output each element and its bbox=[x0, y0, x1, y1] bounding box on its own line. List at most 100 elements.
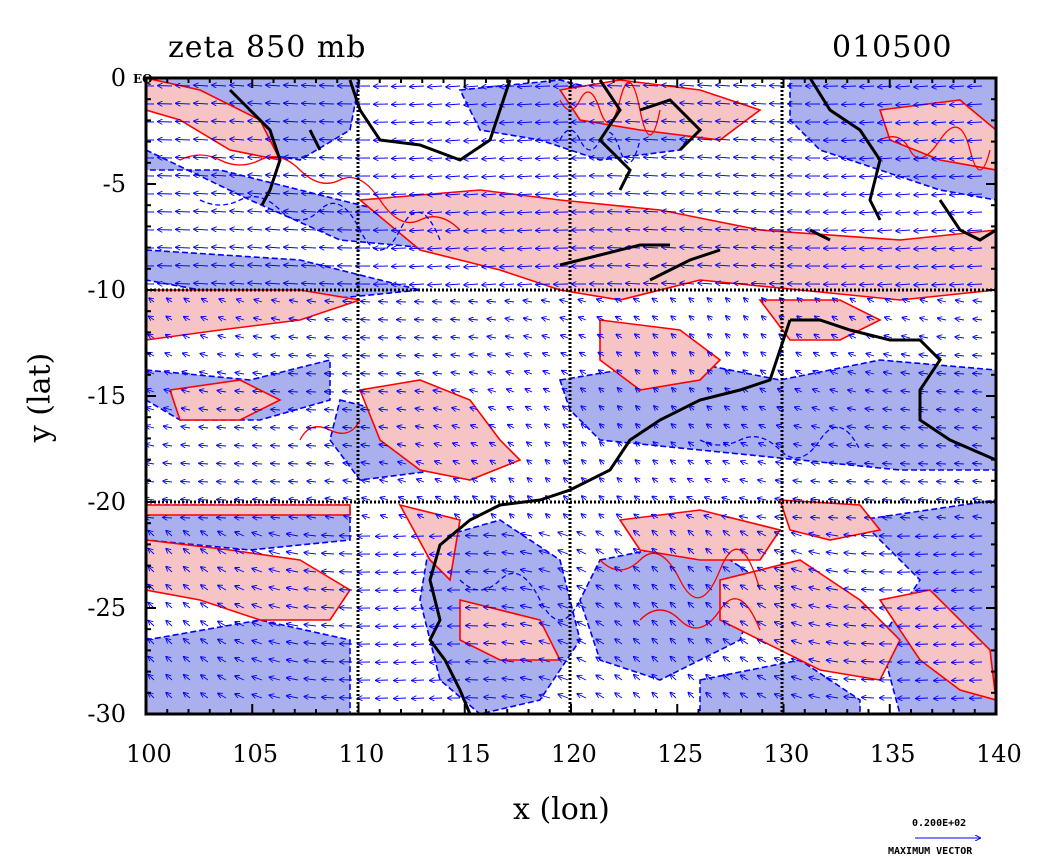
wind-vector bbox=[902, 318, 911, 320]
wind-vector bbox=[491, 478, 497, 482]
wind-vector bbox=[398, 462, 407, 464]
wind-vector bbox=[289, 319, 299, 320]
wind-vector bbox=[412, 590, 425, 591]
wind-vector bbox=[217, 463, 227, 464]
wind-vector bbox=[199, 463, 209, 464]
wind-vector bbox=[524, 318, 533, 320]
wind-vector bbox=[412, 626, 425, 627]
wind-vector bbox=[934, 680, 947, 681]
wind-vector bbox=[536, 176, 551, 177]
wind-vector bbox=[380, 444, 389, 446]
wind-vector bbox=[644, 193, 659, 194]
wind-vector bbox=[451, 337, 461, 338]
wind-vector bbox=[644, 85, 659, 86]
wind-vector bbox=[896, 86, 911, 87]
wind-vector bbox=[968, 158, 983, 159]
wind-vector bbox=[518, 284, 533, 285]
wind-vector bbox=[542, 318, 551, 320]
wind-vector bbox=[464, 86, 479, 87]
wind-vector bbox=[973, 337, 983, 338]
wind-vector bbox=[878, 104, 893, 105]
wind-vector bbox=[662, 265, 677, 266]
wind-vector bbox=[452, 372, 461, 374]
wind-vector bbox=[690, 352, 694, 356]
wind-vector bbox=[598, 335, 605, 338]
wind-vector bbox=[482, 104, 497, 105]
wind-vector bbox=[902, 354, 911, 356]
wind-vector bbox=[968, 176, 983, 177]
wind-vector bbox=[436, 497, 443, 500]
wind-vector bbox=[344, 480, 353, 482]
wind-vector bbox=[176, 229, 191, 230]
wind-vector bbox=[230, 85, 245, 86]
wind-vector bbox=[398, 426, 407, 428]
wind-vector bbox=[952, 590, 965, 591]
wind-vector bbox=[934, 554, 947, 555]
wind-vector bbox=[397, 409, 407, 410]
wind-vector bbox=[688, 479, 695, 482]
wind-vector bbox=[600, 478, 604, 482]
wind-vector bbox=[488, 336, 497, 338]
wind-vector bbox=[896, 230, 911, 231]
wind-vector bbox=[759, 425, 767, 428]
wind-vector bbox=[706, 442, 713, 446]
wind-vector bbox=[883, 463, 893, 464]
wind-vector bbox=[415, 337, 425, 338]
wind-vector bbox=[626, 157, 641, 158]
wind-vector bbox=[428, 104, 443, 105]
wind-vector bbox=[536, 194, 551, 195]
wind-vector bbox=[968, 104, 983, 105]
wind-vector bbox=[469, 337, 479, 338]
wind-vector bbox=[166, 335, 173, 338]
wind-vector bbox=[176, 211, 191, 212]
wind-vector bbox=[194, 139, 209, 140]
x-tick-label: 135 bbox=[869, 740, 916, 768]
wind-vector bbox=[740, 480, 749, 482]
wind-vector bbox=[672, 334, 676, 338]
wind-vector bbox=[518, 122, 533, 123]
wind-vector bbox=[829, 517, 839, 518]
wind-vector bbox=[518, 230, 533, 231]
wind-vector bbox=[362, 462, 371, 464]
wind-vector bbox=[716, 247, 731, 248]
wind-vector bbox=[182, 390, 191, 392]
wind-vector bbox=[471, 443, 479, 446]
wind-vector bbox=[164, 408, 173, 410]
wind-vector bbox=[325, 319, 335, 320]
wind-vector bbox=[618, 406, 622, 410]
wind-vector bbox=[325, 481, 335, 482]
wind-vector bbox=[654, 406, 658, 410]
wind-vector bbox=[528, 478, 532, 482]
wind-vector bbox=[253, 391, 263, 392]
wind-vector bbox=[644, 229, 659, 230]
wind-vector bbox=[901, 409, 911, 410]
wind-vector bbox=[865, 481, 875, 482]
wind-vector bbox=[254, 300, 263, 302]
wind-vector bbox=[482, 230, 497, 231]
wind-vector bbox=[218, 336, 227, 338]
wind-vector bbox=[381, 498, 389, 500]
wind-vector bbox=[248, 139, 263, 140]
wind-vector bbox=[560, 300, 569, 302]
wind-vector bbox=[361, 409, 371, 410]
wind-vector bbox=[518, 140, 533, 141]
wind-vector bbox=[848, 390, 857, 392]
wind-vector bbox=[833, 298, 839, 302]
wind-vector bbox=[950, 284, 965, 285]
wind-vector bbox=[842, 230, 857, 231]
wind-vector bbox=[950, 158, 965, 159]
wind-vector bbox=[761, 370, 767, 374]
wind-vector bbox=[248, 265, 263, 266]
wind-vector bbox=[230, 229, 245, 230]
wind-vector bbox=[644, 211, 659, 212]
wind-vector bbox=[968, 284, 983, 285]
wind-vector bbox=[563, 424, 568, 428]
wind-vector bbox=[392, 176, 407, 177]
wind-vector bbox=[662, 85, 677, 86]
wind-vector bbox=[883, 445, 893, 446]
wind-vector bbox=[937, 409, 947, 410]
wind-vector bbox=[842, 104, 857, 105]
wind-vector bbox=[272, 300, 281, 302]
wind-vector bbox=[266, 265, 281, 266]
wind-vector bbox=[482, 194, 497, 195]
